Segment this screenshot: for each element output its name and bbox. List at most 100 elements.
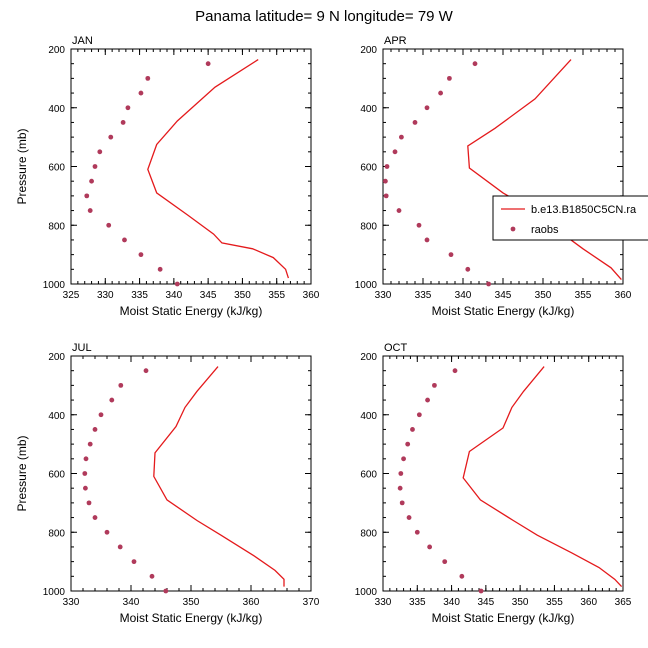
x-tick-label-apr: 345 xyxy=(495,290,512,301)
raobs-point-apr xyxy=(424,237,430,243)
raobs-point-jul xyxy=(149,573,155,579)
x-tick-label-apr: 340 xyxy=(455,290,472,301)
raobs-point-jan xyxy=(97,149,103,155)
legend-label-raobs: raobs xyxy=(531,224,559,236)
x-tick-label-apr: 335 xyxy=(415,290,432,301)
raobs-point-jan xyxy=(205,61,211,67)
y-tick-label-jul: 800 xyxy=(48,528,65,539)
raobs-point-jul xyxy=(83,485,88,491)
x-tick-label-jan: 330 xyxy=(97,290,114,301)
raobs-point-apr xyxy=(383,178,388,184)
y-tick-label-jan: 1000 xyxy=(43,280,66,291)
y-tick-label-jan: 200 xyxy=(48,45,65,56)
model-line-oct xyxy=(462,366,623,588)
raobs-point-oct xyxy=(452,368,458,374)
raobs-point-jan xyxy=(138,90,144,96)
x-tick-label-jul: 340 xyxy=(123,597,140,608)
raobs-point-jul xyxy=(131,559,137,565)
raobs-point-oct xyxy=(414,529,420,535)
x-tick-label-oct: 360 xyxy=(580,597,597,608)
raobs-point-apr xyxy=(383,193,389,199)
x-tick-label-jan: 350 xyxy=(234,290,251,301)
raobs-point-apr xyxy=(384,164,390,169)
raobs-point-jan xyxy=(145,75,151,81)
raobs-point-oct xyxy=(425,397,430,403)
raobs-point-jul xyxy=(92,515,98,520)
raobs-point-jan xyxy=(92,164,98,169)
x-tick-label-apr: 360 xyxy=(615,290,632,301)
raobs-point-apr xyxy=(399,134,404,140)
y-tick-label-apr: 1000 xyxy=(355,280,378,291)
raobs-point-apr xyxy=(424,105,430,111)
raobs-point-jan xyxy=(89,178,94,184)
raobs-point-jul xyxy=(163,588,169,594)
panel-jul: 330 340 350 360 370 200 400 600 800 1000 JUL Moist … xyxy=(15,342,320,625)
x-tick-label-apr: 350 xyxy=(535,290,552,301)
legend-marker-swatch xyxy=(510,226,516,232)
panel-title-jan: JAN xyxy=(72,35,93,47)
x-axis-title-jan: Moist Static Energy (kJ/kg) xyxy=(120,304,263,318)
raobs-point-oct xyxy=(410,427,415,432)
y-tick-label-oct: 400 xyxy=(360,411,377,422)
raobs-point-oct xyxy=(398,471,404,476)
raobs-point-apr xyxy=(486,281,491,287)
raobs-point-jul xyxy=(98,412,104,418)
y-tick-label-jan: 400 xyxy=(48,104,65,115)
panel-jan: 325 330 335 340 345 350 355 360 200 400 600 800 1000… xyxy=(15,35,320,318)
y-tick-label-apr: 800 xyxy=(360,221,377,232)
legend-box xyxy=(492,195,648,241)
x-axis-title-jul: Moist Static Energy (kJ/kg) xyxy=(120,611,263,625)
x-tick-label-jul: 360 xyxy=(243,597,260,608)
y-tick-label-apr: 600 xyxy=(360,163,377,174)
x-axis-title-apr: Moist Static Energy (kJ/kg) xyxy=(432,304,575,318)
raobs-point-apr xyxy=(438,90,443,96)
raobs-point-jul xyxy=(104,529,110,535)
raobs-point-jan xyxy=(157,266,163,272)
raobs-point-jan xyxy=(106,222,112,228)
model-line-jul xyxy=(153,366,285,587)
raobs-point-oct xyxy=(401,456,406,462)
raobs-point-apr xyxy=(412,120,418,125)
x-tick-label-jan: 340 xyxy=(166,290,183,301)
raobs-point-oct xyxy=(399,500,405,506)
raobs-point-jul xyxy=(86,500,92,506)
x-tick-label-oct: 345 xyxy=(478,597,495,608)
raobs-point-apr xyxy=(448,252,454,258)
raobs-point-oct xyxy=(416,412,422,418)
raobs-point-apr xyxy=(447,75,452,81)
x-tick-label-jan: 345 xyxy=(200,290,217,301)
legend-label-model: b.e13.B1850C5CN.ra xyxy=(531,204,637,216)
x-tick-label-jan: 325 xyxy=(63,290,80,301)
raobs-point-jul xyxy=(82,471,88,476)
raobs-point-jan xyxy=(125,105,131,111)
y-axis-title-jul: Pressure (mb) xyxy=(15,435,29,511)
y-tick-label-jul: 400 xyxy=(48,411,65,422)
raobs-point-oct xyxy=(405,441,411,447)
y-tick-label-apr: 200 xyxy=(360,45,377,56)
x-axis-title-oct: Moist Static Energy (kJ/kg) xyxy=(432,611,575,625)
x-tick-label-jul: 370 xyxy=(303,597,320,608)
raobs-point-apr xyxy=(472,61,478,67)
raobs-point-jul xyxy=(109,397,115,403)
panel-oct: 330 335 340 345 350 355 360 365 200 400 600 800 1000… xyxy=(355,342,632,625)
raobs-point-apr xyxy=(392,149,398,155)
panel-title-jul: JUL xyxy=(72,342,92,354)
raobs-point-jan xyxy=(87,208,93,213)
y-tick-label-oct: 200 xyxy=(360,352,377,363)
raobs-point-oct xyxy=(406,515,412,520)
raobs-point-jan xyxy=(122,237,127,243)
y-tick-label-oct: 600 xyxy=(360,470,377,481)
y-tick-label-oct: 800 xyxy=(360,528,377,539)
x-tick-label-jan: 355 xyxy=(268,290,285,301)
y-axis-title-jan: Pressure (mb) xyxy=(15,128,29,204)
figure-title: Panama latitude= 9 N longitude= 79 W xyxy=(195,8,453,25)
x-tick-label-jul: 350 xyxy=(183,597,200,608)
raobs-point-jul xyxy=(117,544,123,550)
panel-apr: 330 335 340 345 350 355 360 200 400 600 800 1000 APR… xyxy=(355,35,632,318)
x-tick-label-jul: 330 xyxy=(63,597,80,608)
raobs-point-jul xyxy=(143,368,149,374)
y-tick-label-jan: 800 xyxy=(48,221,65,232)
x-tick-label-jan: 360 xyxy=(303,290,320,301)
raobs-point-oct xyxy=(459,573,465,579)
